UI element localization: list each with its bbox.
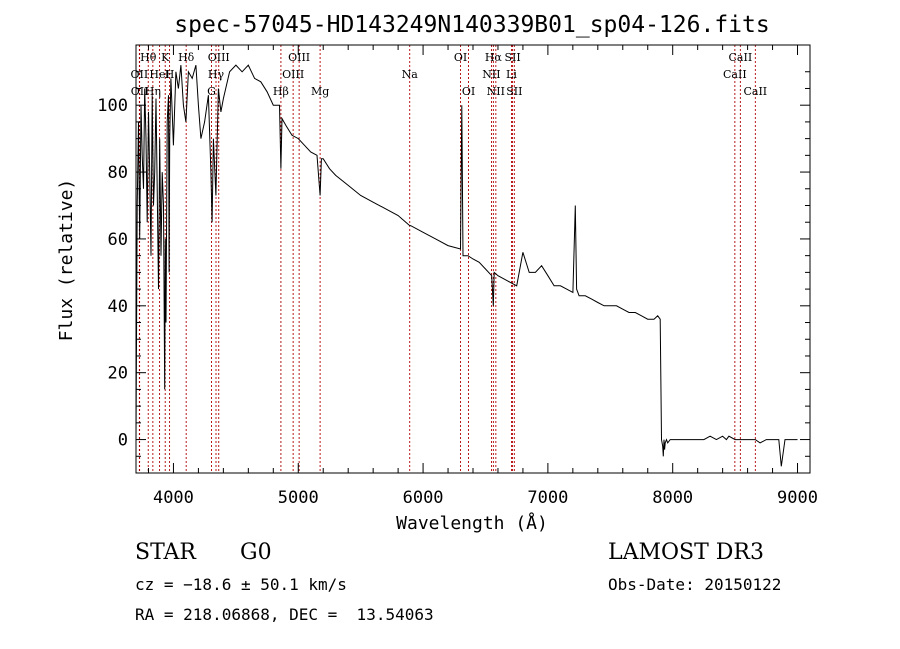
x-tick-label: 4000 [153,488,194,508]
line-label: Hβ [273,85,289,98]
line-label: H [165,68,175,81]
y-tick-label: 40 [108,297,128,317]
line-label: OI [462,85,475,98]
line-label: Li [506,68,517,81]
line-label: NII [482,68,500,81]
x-axis-label: Wavelength (Å) [396,512,548,534]
line-label: Mg [311,85,329,98]
spectrum-line [135,64,798,467]
x-tick-label: 9000 [777,488,818,508]
line-label: Hα [485,51,503,64]
line-label: OII [131,85,149,98]
survey-name: LAMOST DR3 [608,540,764,565]
x-tick-label: 8000 [652,488,693,508]
line-label: SII [504,51,520,64]
line-label: OII [131,68,149,81]
y-tick-label: 80 [108,163,128,183]
y-tick-label: 0 [118,431,128,451]
x-tick-label: 6000 [403,488,444,508]
line-label: CaII [723,68,747,81]
line-label: Hγ [208,68,225,81]
emission-line-markers [138,45,756,473]
line-label: OIII [282,68,304,81]
obs-date: Obs-Date: 20150122 [608,575,781,594]
line-label: G [207,85,216,98]
y-axis-label: Flux (relative) [56,179,77,342]
y-tick-label: 20 [108,364,128,384]
x-tick-label: 5000 [278,488,319,508]
object-class: STAR [135,540,197,565]
coordinates: RA = 218.06868, DEC = 13.54063 [135,605,434,624]
line-label: Hδ [178,51,195,64]
redshift-text: cz = −18.6 ± 50.1 km/s [135,575,347,594]
y-tick-label: 100 [97,96,128,116]
object-subclass: G0 [240,540,272,565]
chart-title: spec-57045-HD143249N140339B01_sp04-126.f… [174,12,769,38]
line-label: OI [454,51,467,64]
line-label: Na [402,68,419,81]
line-label: CaII [743,85,767,98]
line-label: NII [487,85,505,98]
line-label: HeI [149,68,169,81]
y-tick-label: 60 [108,230,128,250]
line-label: OIII [208,51,230,64]
emission-line-labels: HθOIIOIIHηHeIKHHδGOIIIHγHβOIIIOIIIMgNaOI… [131,51,768,98]
line-label: Hη [145,85,161,98]
line-label: SII [506,85,522,98]
x-axis-ticks: 4000 5000 6000 7000 8000 9000 [147,45,818,508]
y-axis-ticks: 0 20 40 60 80 100 [97,71,810,474]
line-label: CaII [729,51,753,64]
x-tick-label: 7000 [527,488,568,508]
line-label: Hθ [140,51,157,64]
line-label: OIII [288,51,310,64]
line-label: K [161,51,170,64]
